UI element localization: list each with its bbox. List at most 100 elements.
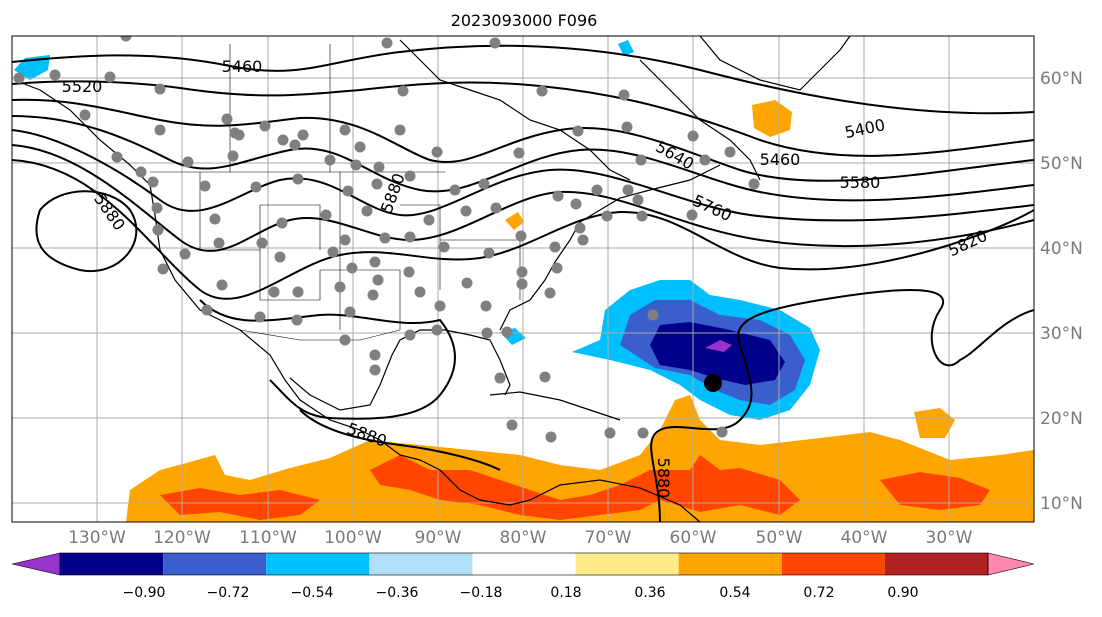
station-dot-icon (233, 129, 245, 141)
station-dot-icon (369, 364, 381, 376)
station-dot-icon (516, 278, 528, 290)
station-dot-icon (480, 300, 492, 312)
station-dot-icon (254, 311, 266, 323)
figure-title: 2023093000 F096 (451, 11, 598, 30)
station-dot-icon (423, 214, 435, 226)
station-dot-icon (369, 256, 381, 268)
contour-label: 5520 (62, 77, 103, 96)
station-dot-icon (621, 121, 633, 133)
station-dot-icon (618, 89, 630, 101)
station-dot-icon (268, 286, 280, 298)
station-dot-icon (604, 427, 616, 439)
lon-label: 120°W (153, 528, 211, 548)
station-dot-icon (438, 241, 450, 253)
station-dot-icon (404, 231, 416, 243)
colorbar-bin (60, 553, 164, 575)
station-dot-icon (346, 262, 358, 274)
colorbar-tick-label: 0.90 (887, 585, 918, 601)
station-dot-icon (394, 124, 406, 136)
colorbar-tick-label: −0.90 (123, 585, 166, 601)
lat-label: 10°N (1040, 494, 1083, 514)
station-dot-icon (516, 266, 528, 278)
station-dot-icon (13, 72, 25, 84)
station-dot-icon (289, 139, 301, 151)
height-contours (12, 44, 1034, 522)
contour-label: 5880 (654, 458, 673, 499)
map-frame (11, 35, 1035, 523)
station-dot-icon (324, 154, 336, 166)
station-dot-icon (577, 234, 589, 246)
station-dot-icon (49, 69, 61, 81)
graticule (12, 36, 1034, 522)
station-dot-icon (157, 263, 169, 275)
station-dot-icon (274, 251, 286, 263)
station-dot-icon (79, 109, 91, 121)
station-dot-icon (574, 222, 586, 234)
contour-label: 5460 (222, 57, 263, 76)
station-dot-icon (481, 327, 493, 339)
station-dot-icon (414, 286, 426, 298)
station-dot-icon (601, 210, 613, 222)
lon-label: 130°W (68, 528, 126, 548)
station-dot-icon (147, 176, 159, 188)
station-dots (13, 36, 760, 443)
station-dot-icon (431, 146, 443, 158)
station-dot-icon (489, 37, 501, 49)
station-dot-icon (151, 202, 163, 214)
colorbar-tick-label: −0.54 (291, 585, 334, 601)
colorbar-tick-label: 0.72 (803, 585, 834, 601)
station-dot-icon (647, 309, 659, 321)
lon-label: 60°W (670, 528, 717, 548)
longitude-labels: 130°W 120°W 110°W 100°W 90°W 80°W 70°W 6… (68, 528, 973, 548)
station-dot-icon (549, 241, 561, 253)
colorbar-bin (884, 553, 988, 575)
station-dot-icon (478, 178, 490, 190)
station-dot-icon (369, 349, 381, 361)
colorbar-bin (781, 553, 885, 575)
station-dot-icon (724, 146, 736, 158)
station-dot-icon (350, 159, 362, 171)
station-dot-icon (371, 178, 383, 190)
station-dot-icon (152, 224, 164, 236)
station-dot-icon (361, 205, 373, 217)
station-dot-icon (339, 234, 351, 246)
station-dot-icon (483, 247, 495, 259)
station-dot-icon (494, 372, 506, 384)
colorbar-extend-high (987, 552, 1035, 576)
lon-label: 70°W (585, 528, 632, 548)
station-dot-icon (552, 190, 564, 202)
lon-label: 50°W (756, 528, 803, 548)
station-dot-icon (221, 113, 233, 125)
station-dot-icon (748, 178, 760, 190)
contour-labels: 5460 5520 5880 5400 5460 5580 5640 5760 … (62, 57, 991, 498)
station-dot-icon (213, 237, 225, 249)
station-dot-icon (199, 180, 211, 192)
station-dot-icon (687, 130, 699, 142)
station-dot-icon (179, 248, 191, 260)
lat-label: 40°N (1040, 239, 1083, 259)
contour-label: 5580 (840, 173, 881, 192)
station-dot-icon (403, 266, 415, 278)
colorbar-tick-label: −0.72 (207, 585, 250, 601)
station-dot-icon (544, 287, 556, 299)
station-dot-icon (209, 213, 221, 225)
station-dot-icon (397, 85, 409, 97)
station-dot-icon (354, 141, 366, 153)
colorbar-tick-label: 0.54 (719, 585, 750, 601)
colorbar-bin (575, 553, 679, 575)
station-dot-icon (515, 230, 527, 242)
lat-label: 60°N (1040, 69, 1083, 89)
station-dot-icon (449, 184, 461, 196)
station-dot-icon (373, 161, 385, 173)
political-borders (150, 44, 521, 341)
map-content: 5460 5520 5880 5400 5460 5580 5640 5760 … (12, 36, 1034, 522)
station-dot-icon (327, 246, 339, 258)
station-dot-icon (227, 150, 239, 162)
station-dot-icon (536, 85, 548, 97)
colorbar-tick-label: 0.36 (634, 585, 665, 601)
colorbar-extend-low (11, 552, 61, 576)
station-dot-icon (434, 300, 446, 312)
storm-center-icon (704, 374, 722, 392)
